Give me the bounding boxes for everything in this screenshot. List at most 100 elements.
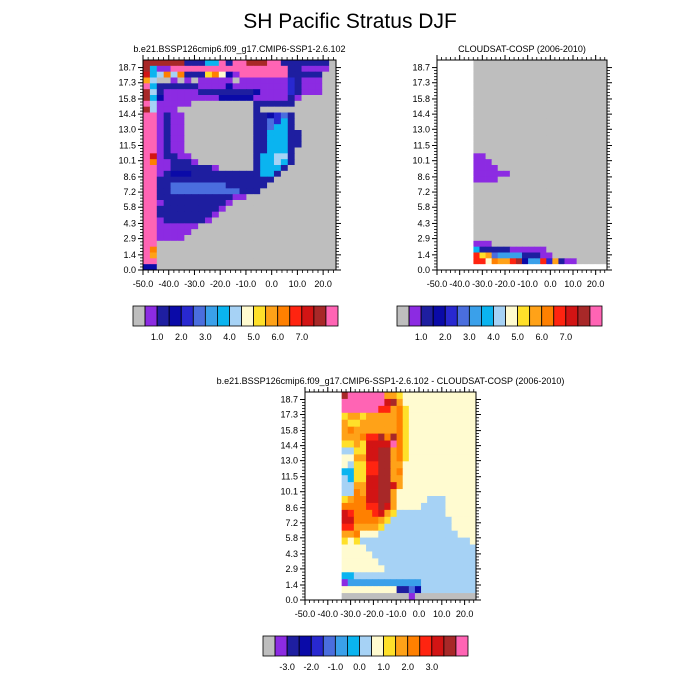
heatmap-cell bbox=[177, 200, 185, 207]
heatmap-cell bbox=[260, 264, 268, 271]
heatmap-cell bbox=[225, 182, 233, 189]
heatmap-cell bbox=[372, 412, 379, 421]
heatmap-cell bbox=[515, 135, 523, 143]
heatmap-cell bbox=[246, 153, 254, 160]
heatmap-cell bbox=[359, 516, 367, 525]
heatmap-cell bbox=[534, 141, 541, 148]
heatmap-cell bbox=[469, 419, 477, 428]
heatmap-cell bbox=[449, 264, 456, 271]
heatmap-cell bbox=[576, 176, 584, 183]
heatmap-cell bbox=[522, 124, 529, 131]
heatmap-cell bbox=[528, 182, 535, 189]
heatmap-cell bbox=[437, 252, 444, 259]
colorbar-label: 3.0 bbox=[426, 662, 439, 672]
heatmap-cell bbox=[341, 405, 349, 414]
heatmap-cell bbox=[588, 176, 596, 183]
heatmap-cell bbox=[451, 593, 459, 601]
heatmap-cell bbox=[184, 83, 192, 90]
heatmap-cell bbox=[218, 258, 227, 265]
heatmap-cell bbox=[427, 482, 434, 490]
heatmap-cell bbox=[353, 405, 361, 414]
x-tick-label: -10.0 bbox=[236, 279, 257, 289]
heatmap-cell bbox=[461, 176, 468, 183]
heatmap-cell bbox=[225, 188, 233, 195]
heatmap-cell bbox=[177, 153, 185, 160]
heatmap-cell bbox=[353, 398, 361, 407]
heatmap-cell bbox=[552, 141, 559, 148]
heatmap-cell bbox=[473, 118, 480, 125]
heatmap-cell bbox=[473, 229, 480, 236]
heatmap-cell bbox=[588, 100, 596, 108]
heatmap-cell bbox=[163, 211, 171, 218]
colorbar-2: 1.0 2.0 3.0 4.0 5.0 6.0 7.0 bbox=[396, 305, 603, 342]
heatmap-cell bbox=[588, 95, 596, 102]
heatmap-cell bbox=[552, 229, 559, 236]
heatmap-cell bbox=[329, 482, 336, 490]
heatmap-cell bbox=[143, 83, 151, 90]
heatmap-cell bbox=[558, 83, 565, 90]
heatmap-cell bbox=[449, 106, 456, 113]
heatmap-cell bbox=[329, 440, 336, 448]
heatmap-cell bbox=[576, 235, 584, 242]
heatmap-cell bbox=[469, 523, 477, 532]
heatmap-cell bbox=[443, 194, 450, 201]
colorbar-swatch bbox=[286, 635, 300, 657]
heatmap-cell bbox=[359, 565, 367, 573]
heatmap-cell bbox=[534, 194, 541, 201]
heatmap-cell bbox=[218, 252, 227, 259]
heatmap-cell bbox=[402, 475, 410, 483]
heatmap-cell bbox=[177, 159, 185, 166]
heatmap-cell bbox=[433, 496, 440, 504]
heatmap-cell bbox=[372, 544, 379, 552]
heatmap-cell bbox=[503, 71, 511, 78]
heatmap-cell bbox=[211, 60, 220, 67]
heatmap-cell bbox=[469, 496, 477, 504]
heatmap-cell bbox=[515, 205, 523, 213]
colorbar-swatch bbox=[217, 305, 230, 327]
heatmap-cell bbox=[414, 440, 422, 448]
heatmap-cell bbox=[449, 130, 456, 137]
heatmap-cell bbox=[239, 83, 247, 90]
heatmap-cell bbox=[225, 194, 233, 201]
heatmap-cell bbox=[329, 447, 336, 455]
heatmap-cell bbox=[359, 572, 367, 580]
heatmap-cell bbox=[232, 194, 240, 201]
heatmap-cell bbox=[491, 71, 499, 78]
heatmap-cell bbox=[149, 240, 158, 248]
heatmap-cell bbox=[534, 95, 541, 102]
heatmap-cell bbox=[390, 475, 398, 483]
heatmap-cell bbox=[170, 176, 178, 183]
heatmap-cell bbox=[467, 217, 474, 224]
heatmap-cell bbox=[546, 205, 553, 213]
heatmap-cell bbox=[457, 572, 465, 580]
heatmap-cell bbox=[170, 200, 178, 207]
heatmap-cell bbox=[347, 482, 355, 490]
heatmap-cell bbox=[378, 523, 385, 532]
heatmap-cell bbox=[469, 475, 477, 483]
heatmap-cell bbox=[149, 264, 158, 271]
heatmap-cell bbox=[546, 83, 553, 90]
heatmap-cell bbox=[177, 89, 185, 96]
heatmap-cell bbox=[287, 240, 296, 248]
heatmap-cell bbox=[509, 89, 517, 96]
heatmap-cell bbox=[427, 579, 434, 587]
heatmap-cell bbox=[287, 71, 296, 78]
heatmap-cell bbox=[582, 147, 590, 154]
heatmap-cell bbox=[522, 60, 529, 67]
heatmap-cell bbox=[497, 159, 505, 166]
heatmap-cell bbox=[503, 77, 511, 84]
heatmap-cell bbox=[449, 182, 456, 189]
heatmap-cell bbox=[497, 100, 505, 108]
colorbar-swatch bbox=[322, 635, 336, 657]
heatmap-cell bbox=[402, 586, 410, 594]
heatmap-cell bbox=[600, 194, 608, 201]
heatmap-cell bbox=[163, 153, 171, 160]
heatmap-cell bbox=[184, 100, 192, 108]
heatmap-cell bbox=[427, 593, 434, 601]
heatmap-cell bbox=[570, 229, 578, 236]
heatmap-cell bbox=[540, 182, 547, 189]
heatmap-cell bbox=[329, 398, 336, 407]
heatmap-cell bbox=[353, 475, 361, 483]
heatmap-cell bbox=[311, 398, 318, 407]
heatmap-cell bbox=[552, 200, 559, 207]
